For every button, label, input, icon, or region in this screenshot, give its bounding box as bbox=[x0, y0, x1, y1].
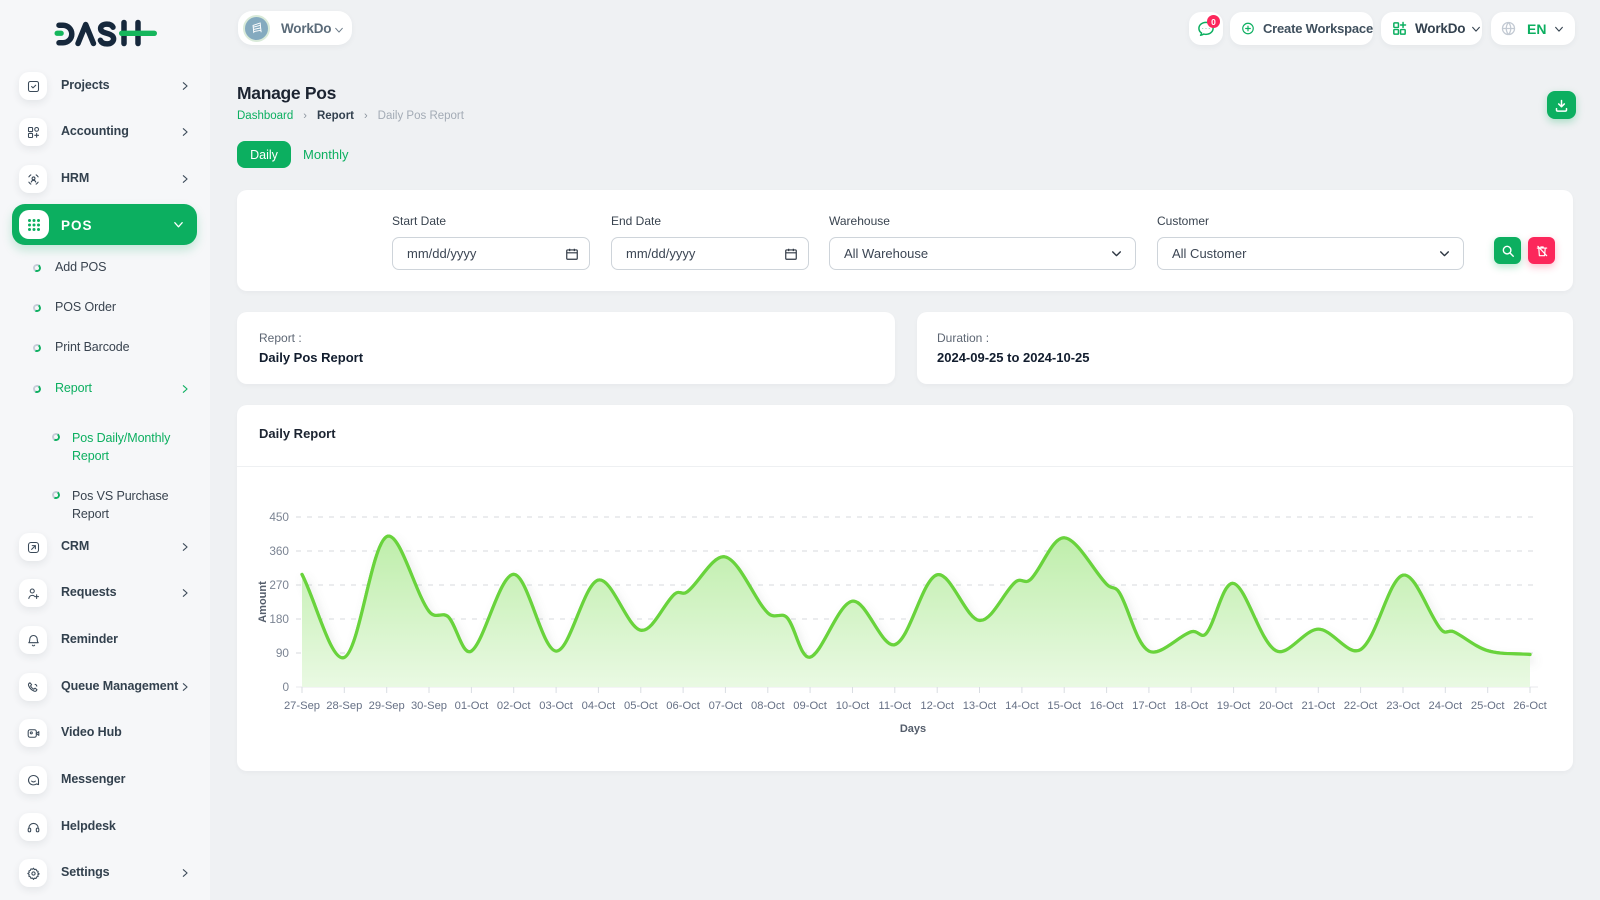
svg-text:26-Oct: 26-Oct bbox=[1513, 700, 1547, 712]
svg-text:03-Oct: 03-Oct bbox=[539, 700, 573, 712]
svg-text:09-Oct: 09-Oct bbox=[793, 700, 827, 712]
svg-text:08-Oct: 08-Oct bbox=[751, 700, 785, 712]
svg-text:Amount: Amount bbox=[257, 581, 269, 623]
svg-text:22-Oct: 22-Oct bbox=[1344, 700, 1378, 712]
svg-text:14-Oct: 14-Oct bbox=[1005, 700, 1039, 712]
svg-text:16-Oct: 16-Oct bbox=[1090, 700, 1124, 712]
svg-text:11-Oct: 11-Oct bbox=[878, 700, 912, 712]
svg-text:02-Oct: 02-Oct bbox=[497, 700, 531, 712]
svg-text:29-Sep: 29-Sep bbox=[369, 700, 405, 712]
svg-text:180: 180 bbox=[269, 612, 289, 626]
svg-text:450: 450 bbox=[269, 510, 289, 524]
svg-text:360: 360 bbox=[269, 544, 289, 558]
svg-text:06-Oct: 06-Oct bbox=[666, 700, 700, 712]
svg-text:17-Oct: 17-Oct bbox=[1132, 700, 1166, 712]
svg-text:07-Oct: 07-Oct bbox=[709, 700, 743, 712]
svg-text:30-Sep: 30-Sep bbox=[411, 700, 447, 712]
svg-text:28-Sep: 28-Sep bbox=[326, 700, 362, 712]
svg-text:10-Oct: 10-Oct bbox=[836, 700, 870, 712]
svg-text:21-Oct: 21-Oct bbox=[1302, 700, 1336, 712]
svg-text:Days: Days bbox=[900, 723, 926, 735]
svg-text:12-Oct: 12-Oct bbox=[920, 700, 954, 712]
svg-text:0: 0 bbox=[282, 680, 289, 694]
svg-text:24-Oct: 24-Oct bbox=[1429, 700, 1463, 712]
svg-text:15-Oct: 15-Oct bbox=[1047, 700, 1081, 712]
svg-text:23-Oct: 23-Oct bbox=[1386, 700, 1420, 712]
svg-text:270: 270 bbox=[269, 578, 289, 592]
svg-text:25-Oct: 25-Oct bbox=[1471, 700, 1505, 712]
svg-text:13-Oct: 13-Oct bbox=[963, 700, 997, 712]
svg-text:04-Oct: 04-Oct bbox=[582, 700, 616, 712]
svg-text:20-Oct: 20-Oct bbox=[1259, 700, 1293, 712]
svg-text:18-Oct: 18-Oct bbox=[1174, 700, 1208, 712]
svg-text:05-Oct: 05-Oct bbox=[624, 700, 658, 712]
svg-text:19-Oct: 19-Oct bbox=[1217, 700, 1251, 712]
svg-text:90: 90 bbox=[276, 646, 290, 660]
svg-text:27-Sep: 27-Sep bbox=[284, 700, 320, 712]
svg-text:01-Oct: 01-Oct bbox=[455, 700, 489, 712]
